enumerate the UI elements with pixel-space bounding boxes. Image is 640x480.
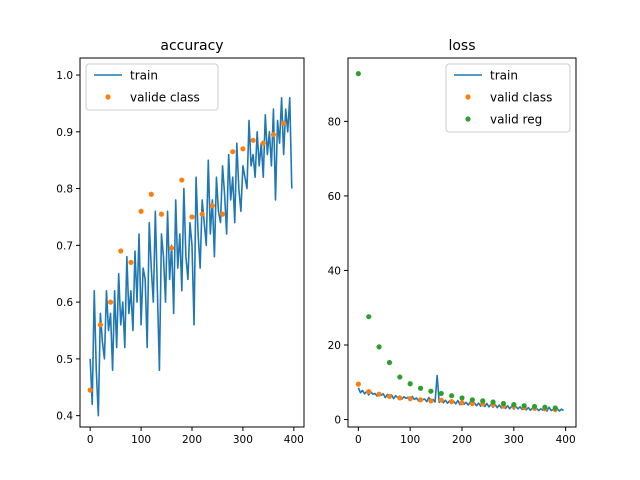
data-point-valide-class [138, 208, 144, 214]
x-tick-label: 300 [233, 434, 253, 446]
data-point-valide-class [240, 146, 246, 152]
data-point-valide-class [189, 214, 195, 220]
data-point-valid-reg [449, 393, 455, 399]
data-point-valid-reg [428, 388, 434, 394]
loss-chart: loss 0 100 200 300 400 0 20 40 60 80 train valid cla… [328, 38, 577, 446]
data-point-valide-class [128, 259, 134, 265]
data-point-valid-class [417, 397, 424, 403]
data-point-valid-reg [366, 314, 372, 320]
data-point-valid-class [459, 400, 465, 406]
plot-frame [79, 57, 305, 428]
accuracy-chart: accuracy 0 100 200 300 400 0.4 0.5 0.6 0.7 0.8 0.9 1… [56, 38, 305, 446]
y-tick-label: 60 [328, 191, 341, 203]
data-point-valid-reg [511, 402, 517, 408]
y-tick-label: 0.9 [56, 127, 73, 139]
data-point-valid-class [397, 395, 403, 401]
data-point-valid-class [376, 391, 382, 397]
data-point-valid-reg [397, 374, 403, 380]
chart-title: accuracy [160, 38, 223, 54]
y-tick-label: 0.5 [56, 354, 73, 366]
y-tick-label: 0.4 [56, 411, 73, 423]
y-tick-label: 80 [328, 116, 341, 128]
data-point-valid-reg [438, 390, 444, 397]
data-point-valid-reg [542, 404, 548, 410]
data-point-valide-class [107, 299, 114, 305]
data-point-valid-reg [459, 395, 465, 401]
legend-swatch-dot [105, 94, 111, 100]
data-point-valid-reg [552, 405, 558, 411]
data-point-valide-class [158, 211, 165, 217]
data-point-valid-class [366, 388, 372, 395]
legend-label: valid reg [490, 113, 542, 127]
data-point-valide-class [250, 137, 256, 143]
data-point-valid-class [355, 381, 361, 387]
data-point-valide-class [118, 248, 124, 254]
data-point-valide-class [148, 191, 154, 197]
data-point-valid-reg [531, 403, 538, 410]
data-point-valide-class [281, 120, 287, 126]
data-point-valid-reg [376, 344, 382, 350]
data-point-valid-reg [417, 385, 424, 391]
x-tick-label: 400 [556, 434, 576, 446]
data-point-valid-reg [480, 398, 486, 404]
y-tick-label: 0.8 [56, 184, 73, 196]
data-point-valide-class [230, 149, 236, 155]
series-line-train [89, 96, 293, 417]
x-tick-label: 400 [284, 434, 304, 446]
legend: train valid class valid reg [445, 63, 571, 133]
y-tick-label: 20 [328, 340, 341, 352]
legend-label: valide class [130, 91, 200, 105]
data-point-valide-class [209, 203, 215, 209]
data-point-valide-class [179, 177, 185, 183]
data-point-valid-reg [386, 359, 393, 366]
data-point-valid-class [386, 393, 393, 400]
x-tick-label: 300 [504, 434, 524, 446]
data-point-valid-reg [521, 403, 527, 409]
data-point-valid-reg [500, 400, 507, 407]
legend: train valide class [85, 63, 219, 111]
x-tick-label: 100 [131, 434, 151, 446]
data-point-valide-class [169, 245, 175, 251]
legend-label: train [130, 69, 158, 83]
legend-label: valid class [490, 91, 552, 105]
data-point-valide-class [270, 132, 277, 138]
y-tick-label: 1.0 [56, 70, 73, 82]
data-point-valide-class [199, 211, 205, 217]
x-tick-label: 100 [400, 434, 420, 446]
data-point-valid-class [449, 399, 455, 405]
x-tick-label: 0 [355, 434, 362, 446]
data-point-valid-reg [355, 71, 361, 77]
x-tick-label: 200 [452, 434, 472, 446]
data-point-valide-class [219, 211, 226, 217]
y-tick-label: 0 [334, 415, 341, 427]
data-point-valid-reg [469, 397, 475, 403]
data-point-valid-class [438, 397, 444, 403]
data-point-valide-class [97, 322, 103, 328]
data-point-valid-class [407, 396, 413, 402]
y-tick-label: 0.6 [56, 297, 73, 309]
x-tick-label: 0 [87, 434, 94, 446]
data-point-valid-reg [490, 399, 496, 405]
y-tick-label: 0.7 [56, 240, 73, 252]
data-point-valide-class [260, 140, 266, 146]
x-tick-label: 200 [182, 434, 202, 446]
data-point-valid-class [428, 398, 434, 404]
legend-label: train [490, 69, 518, 83]
legend-box [445, 63, 571, 133]
data-point-valid-class [469, 400, 475, 407]
data-point-valide-class [87, 387, 93, 393]
chart-title: loss [448, 38, 475, 54]
data-point-valid-reg [407, 381, 413, 387]
legend-swatch-dot [465, 94, 471, 100]
legend-swatch-dot [465, 116, 471, 122]
y-tick-label: 40 [328, 265, 341, 277]
plot-frame [347, 57, 577, 428]
